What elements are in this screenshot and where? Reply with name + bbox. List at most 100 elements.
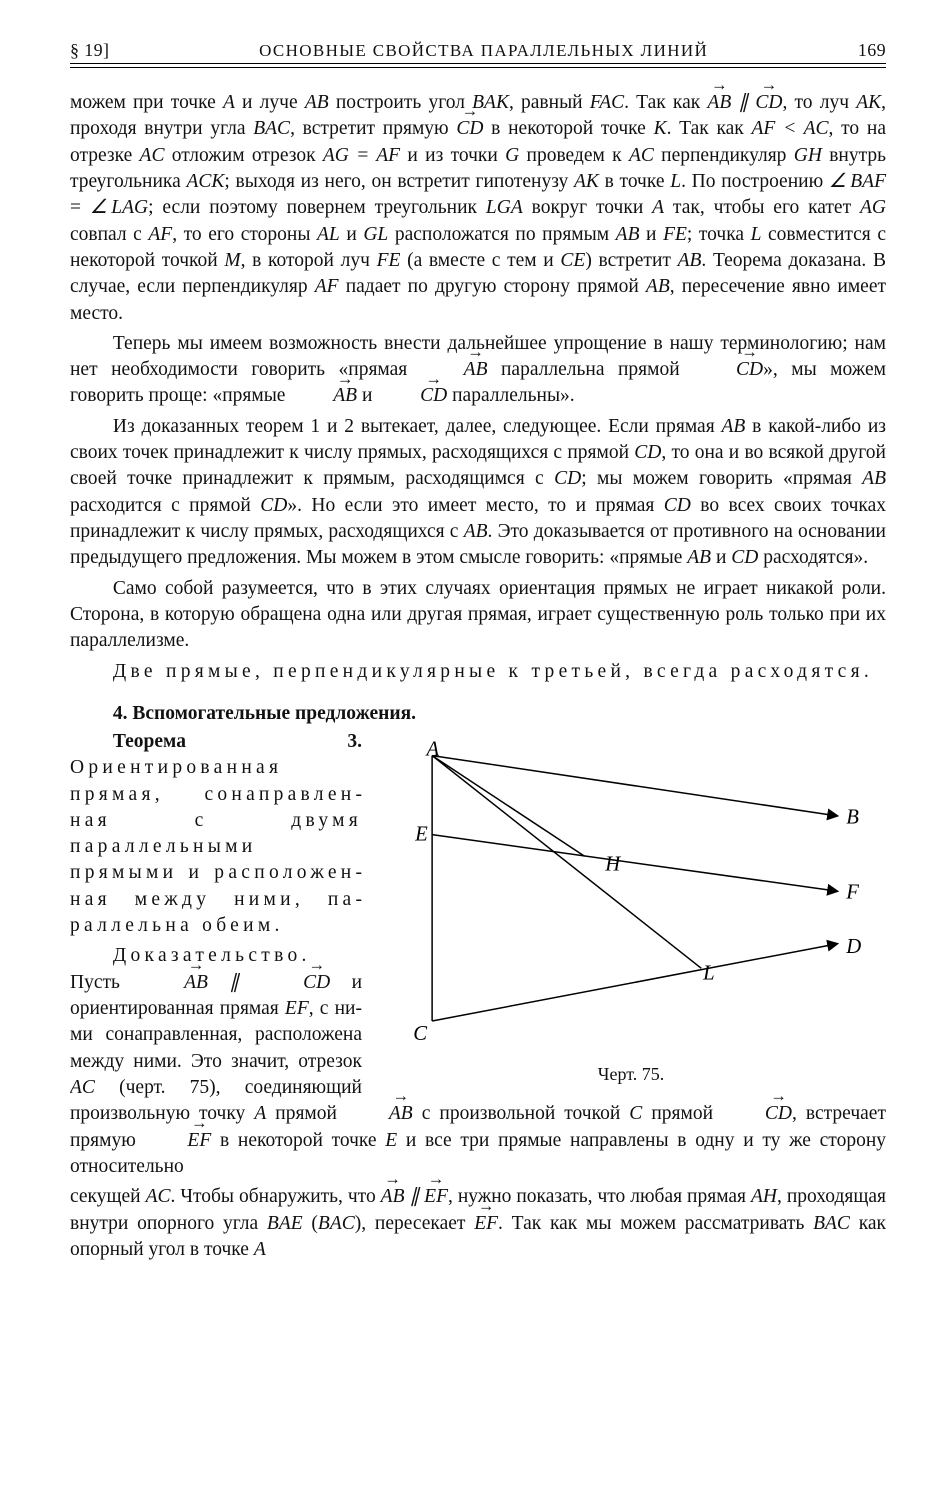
paragraph-last: секущей AC. Чтобы обнаружить, что AB ∥ E… (70, 1184, 886, 1263)
text: прямой (266, 1103, 346, 1124)
math: A (223, 92, 235, 113)
svg-text:C: C (413, 1023, 427, 1045)
text: , то его стороны (172, 224, 317, 245)
page-number: 169 (858, 40, 886, 61)
math: AG (860, 197, 886, 218)
text: прямой (642, 1103, 722, 1124)
vector: AB (290, 383, 357, 409)
text: Пусть (70, 972, 141, 993)
text: расходятся». (758, 547, 868, 568)
vector: CD (377, 383, 447, 409)
text: с произ­вольной точкой (413, 1103, 630, 1124)
text: и из точки (400, 145, 505, 166)
math: BAE (267, 1213, 303, 1234)
theorem-label: Теорема 3. (113, 731, 362, 752)
theorem-3-block: ABEHFDLC Черт. 75. Теорема 3. Ориентиров… (70, 729, 886, 1184)
math: ∥ (208, 972, 260, 993)
vector: CD (722, 1101, 792, 1127)
paragraph-3: Из доказанных теорем 1 и 2 вытекает, дал… (70, 414, 886, 572)
math: ∥ (731, 92, 755, 113)
vector: AB (381, 1184, 405, 1210)
math: AC (140, 145, 165, 166)
text: вокруг точки (523, 197, 652, 218)
text: проведем к (519, 145, 629, 166)
math: GL (363, 224, 388, 245)
math: EF (285, 998, 309, 1019)
text: можем при точке (70, 92, 223, 113)
text: так, чтобы его катет (664, 197, 860, 218)
math: AB (722, 416, 746, 437)
math: AF < AC (752, 118, 829, 139)
svg-text:B: B (846, 806, 859, 828)
text: в точке (599, 171, 670, 192)
text: . Так как мы можем рассматривать (498, 1213, 813, 1234)
text: . Так как (624, 92, 707, 113)
vector: AB (707, 90, 731, 116)
math: CD (634, 442, 661, 463)
text: построить угол (329, 92, 472, 113)
text: . Чтобы обнаружить, что (170, 1186, 380, 1207)
vector: CD (456, 116, 483, 142)
section-ref: § 19] (70, 40, 109, 61)
math: CD (664, 495, 691, 516)
math: ACK (186, 171, 224, 192)
svg-text:A: A (424, 738, 439, 760)
math: AB (616, 224, 640, 245)
math: AF (315, 276, 339, 297)
text: ; выходя из него, он встретит гипотенузу (224, 171, 574, 192)
math: AC (146, 1186, 171, 1207)
text: , пересекает (361, 1213, 474, 1234)
svg-text:H: H (604, 853, 621, 875)
math: L (751, 224, 762, 245)
text: . По построению (681, 171, 829, 192)
math: FE (663, 224, 687, 245)
text: параллельны». (447, 385, 574, 406)
svg-text:E: E (414, 823, 428, 845)
text: расходится с прямой (70, 495, 260, 516)
math: CD (554, 468, 581, 489)
text: отложим отрезок (164, 145, 322, 166)
math: AC (70, 1077, 95, 1098)
svg-text:L: L (702, 962, 715, 984)
math: BAC (253, 118, 290, 139)
text: (а вместе с тем и (400, 250, 560, 271)
vector: EF (474, 1211, 498, 1237)
math: AK (574, 171, 599, 192)
text: секущей (70, 1186, 146, 1207)
figure-caption: Черт. 75. (376, 1064, 886, 1085)
figure-75-svg: ABEHFDLC (376, 733, 876, 1053)
section-4-head: 4. Вспомогательные предложения. (70, 703, 886, 725)
text: ) встретит (585, 250, 677, 271)
text: , в которой луч (241, 250, 377, 271)
math: FAC (590, 92, 624, 113)
math: CD (731, 547, 758, 568)
math: A (652, 197, 664, 218)
math: A (254, 1103, 266, 1124)
figure-75: ABEHFDLC Черт. 75. (376, 733, 886, 1085)
math: CE (560, 250, 585, 271)
paragraph-1: можем при точке A и луче AB построить уг… (70, 90, 886, 327)
vector: AB (141, 970, 208, 996)
text: , равный (509, 92, 590, 113)
text: , встретит прямую (290, 118, 456, 139)
math: AB (305, 92, 329, 113)
text: Из доказанных теорем 1 и 2 вытекает, дал… (113, 416, 722, 437)
text: падает по другую сторону прямой (339, 276, 646, 297)
math: AF (148, 224, 172, 245)
math: CD (260, 495, 287, 516)
math: K (654, 118, 667, 139)
math: BAC (813, 1213, 850, 1234)
text: в некоторой точке (211, 1130, 385, 1151)
paragraph-5: Две прямые, перпендикулярные к третьей, … (70, 659, 886, 685)
vector: AB (346, 1101, 413, 1127)
page: § 19] ОСНОВНЫЕ СВОЙСТВА ПАРАЛЛЕЛЬНЫХ ЛИН… (0, 0, 946, 1500)
math: C (629, 1103, 642, 1124)
math: G (505, 145, 519, 166)
math: LGA (486, 197, 523, 218)
math: A (254, 1239, 266, 1260)
math: BAC (318, 1213, 355, 1234)
text: ; если поэтому повернем треугольник (148, 197, 486, 218)
text: . Так как (667, 118, 752, 139)
math: M (224, 250, 240, 271)
vector: EF (424, 1184, 448, 1210)
